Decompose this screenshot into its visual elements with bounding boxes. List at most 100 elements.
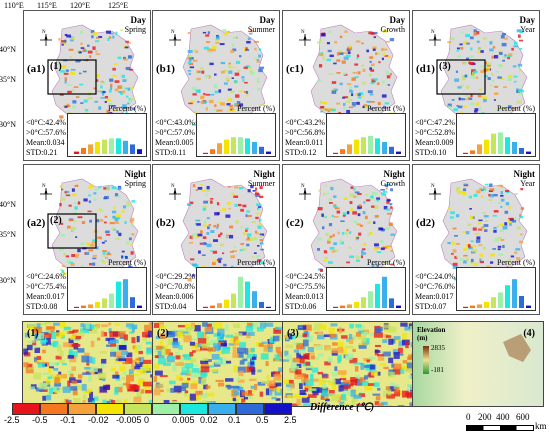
difference-pixel <box>460 31 464 34</box>
zoom-box-label: (3) <box>439 61 451 72</box>
difference-pixel <box>299 349 306 355</box>
difference-pixel <box>368 31 374 35</box>
difference-pixel <box>363 338 370 345</box>
difference-pixel <box>200 378 207 385</box>
difference-pixel <box>308 335 313 343</box>
difference-pixel <box>209 51 212 54</box>
histogram-bar <box>74 306 79 308</box>
histogram-bar <box>463 306 468 308</box>
difference-pixel <box>113 351 122 358</box>
difference-pixel <box>355 236 358 239</box>
difference-pixel <box>213 83 218 88</box>
histogram-bar <box>203 152 208 154</box>
histogram-title: Percent (%) <box>237 104 275 113</box>
difference-pixel <box>50 342 56 347</box>
mean-value: Mean:0.005 <box>155 138 194 147</box>
difference-pixel <box>338 327 342 334</box>
difference-pixel <box>191 263 197 266</box>
difference-pixel <box>72 88 75 92</box>
difference-pixel <box>59 185 63 188</box>
difference-pixel <box>393 352 400 359</box>
difference-pixel <box>328 223 333 227</box>
difference-pixel <box>194 370 200 378</box>
difference-pixel <box>68 338 74 344</box>
histogram-bar <box>484 139 489 154</box>
difference-pixel <box>200 366 210 373</box>
zoom-box-label: (2) <box>50 215 62 226</box>
difference-pixel <box>184 323 191 328</box>
difference-pixel <box>351 90 354 93</box>
positive-share: >0°C:75.5% <box>285 282 325 291</box>
lat-label: 30°N <box>0 276 16 285</box>
histogram-bar <box>375 138 380 154</box>
north-arrow-icon: N <box>169 184 181 200</box>
difference-pixel <box>81 384 87 391</box>
difference-pixel <box>35 333 39 339</box>
scale-bar: 0 200 400 600 km <box>462 412 547 436</box>
difference-pixel <box>175 352 180 355</box>
difference-pixel <box>68 48 74 51</box>
difference-pixel <box>243 232 247 236</box>
difference-pixel <box>244 49 247 53</box>
difference-pixel <box>98 208 102 211</box>
difference-pixel <box>237 366 246 373</box>
difference-pixel <box>69 56 72 59</box>
difference-pixel <box>115 216 121 220</box>
histogram-bar <box>347 304 352 308</box>
difference-pixel <box>74 184 79 187</box>
period-label: Day <box>259 15 276 25</box>
difference-pixel <box>331 371 338 377</box>
panel-title: Night Growth <box>381 169 405 189</box>
difference-pixel <box>301 396 310 403</box>
difference-pixel <box>341 335 348 339</box>
difference-pixel <box>100 80 105 83</box>
difference-pixel <box>77 248 81 253</box>
difference-pixel <box>121 255 124 259</box>
difference-pixel <box>87 398 95 403</box>
difference-pixel <box>470 240 474 243</box>
histogram-bar <box>361 297 366 308</box>
difference-pixel <box>327 261 333 264</box>
difference-pixel <box>454 78 460 82</box>
difference-pixel <box>197 100 200 103</box>
difference-pixel <box>229 104 233 108</box>
difference-pixel <box>95 79 99 82</box>
difference-pixel <box>494 85 499 88</box>
difference-pixel <box>168 380 176 385</box>
difference-pixel <box>123 399 128 406</box>
difference-pixel <box>47 376 53 380</box>
difference-pixel <box>234 72 240 76</box>
histogram-bar <box>512 142 517 154</box>
histogram-bar <box>484 302 489 308</box>
difference-pixel <box>49 366 54 369</box>
difference-pixel <box>326 108 332 112</box>
period-label: Night <box>383 169 405 179</box>
difference-pixel <box>127 55 132 59</box>
difference-pixel <box>93 87 97 90</box>
difference-pixel <box>82 70 87 73</box>
difference-pixel <box>498 63 502 68</box>
difference-pixel <box>479 260 484 264</box>
difference-pixel <box>114 63 118 66</box>
difference-pixel <box>469 207 472 210</box>
difference-pixel <box>184 363 194 369</box>
percent-histogram: Percent (%) <box>196 258 276 311</box>
svg-text:N: N <box>301 184 305 189</box>
difference-pixel <box>361 339 367 343</box>
zoom-label: (4) <box>523 328 535 339</box>
difference-pixel <box>232 352 239 358</box>
difference-pixel <box>195 235 201 239</box>
difference-pixel <box>36 360 44 363</box>
difference-pixel <box>338 385 344 392</box>
difference-pixel <box>179 377 183 381</box>
difference-pixel <box>295 393 301 398</box>
difference-pixel <box>104 215 108 218</box>
difference-pixel <box>502 244 505 249</box>
panel-label: (a1) <box>27 63 46 75</box>
difference-pixel <box>42 349 46 354</box>
difference-pixel <box>502 55 507 59</box>
difference-pixel <box>118 232 122 237</box>
difference-pixel <box>329 246 335 250</box>
difference-pixel <box>63 342 70 348</box>
difference-pixel <box>283 359 290 362</box>
